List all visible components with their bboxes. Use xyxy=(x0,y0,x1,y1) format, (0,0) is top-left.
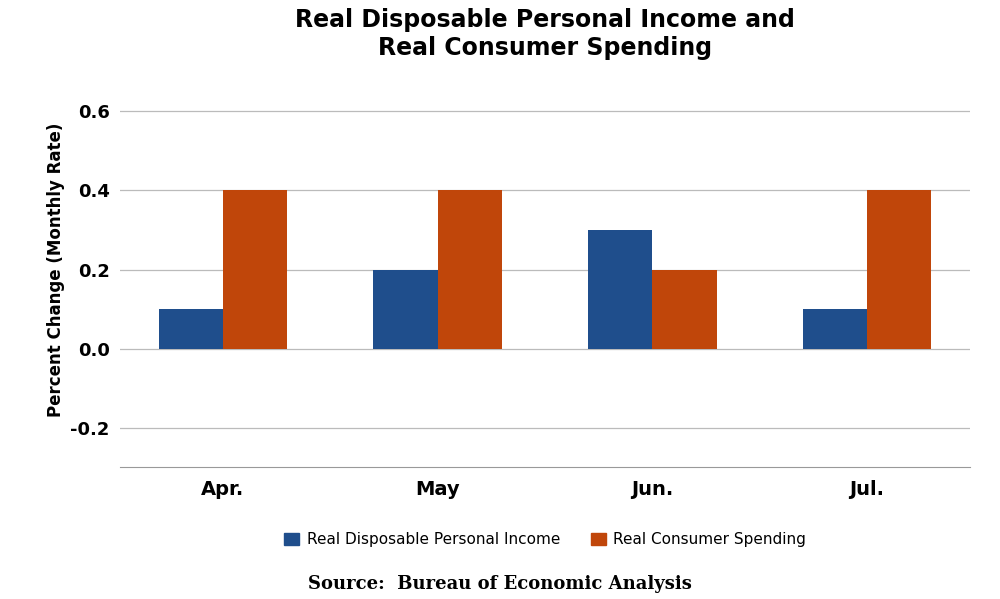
Title: Real Disposable Personal Income and
Real Consumer Spending: Real Disposable Personal Income and Real… xyxy=(295,8,795,60)
Bar xyxy=(438,190,502,349)
Bar xyxy=(652,270,717,349)
Text: Source:  Bureau of Economic Analysis: Source: Bureau of Economic Analysis xyxy=(308,575,692,593)
Bar xyxy=(867,190,931,349)
Legend: Real Disposable Personal Income, Real Consumer Spending: Real Disposable Personal Income, Real Co… xyxy=(278,527,812,553)
Bar xyxy=(223,190,287,349)
Bar xyxy=(159,309,223,349)
Bar xyxy=(803,309,867,349)
Y-axis label: Percent Change (Monthly Rate): Percent Change (Monthly Rate) xyxy=(47,122,65,417)
Bar xyxy=(373,270,438,349)
Bar xyxy=(588,230,652,349)
